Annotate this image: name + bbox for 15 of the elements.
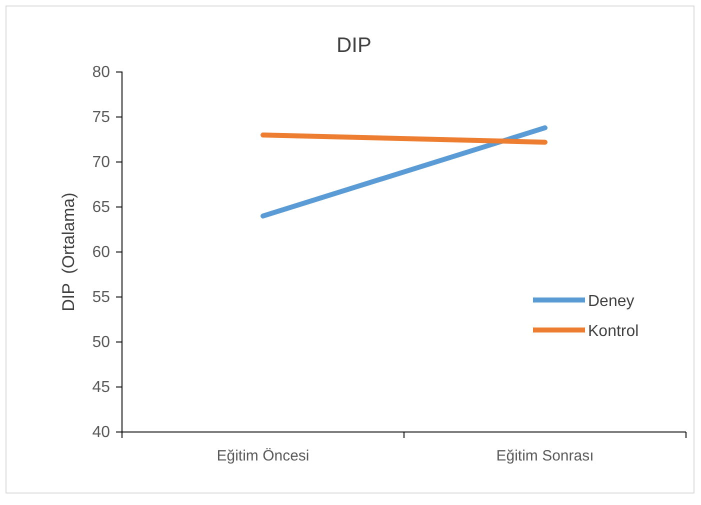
legend-label: Deney bbox=[588, 293, 634, 310]
y-tick-label: 80 bbox=[92, 64, 110, 82]
y-tick-label: 70 bbox=[92, 154, 110, 172]
y-tick-label: 40 bbox=[92, 424, 110, 442]
x-tick-label: Eğitim Sonrası bbox=[496, 448, 594, 465]
x-tick-label: Eğitim Öncesi bbox=[216, 448, 310, 465]
y-tick-label: 65 bbox=[92, 199, 110, 216]
y-axis-title: DIP (Ortalama) bbox=[59, 192, 78, 312]
legend-label: Kontrol bbox=[588, 323, 639, 340]
y-tick-label: 45 bbox=[92, 379, 110, 396]
y-tick-label: 60 bbox=[92, 244, 110, 262]
y-tick-label: 50 bbox=[92, 334, 110, 352]
y-tick-label: 55 bbox=[92, 289, 110, 306]
chart-title: DIP bbox=[336, 34, 372, 57]
y-tick-label: 75 bbox=[92, 109, 110, 126]
